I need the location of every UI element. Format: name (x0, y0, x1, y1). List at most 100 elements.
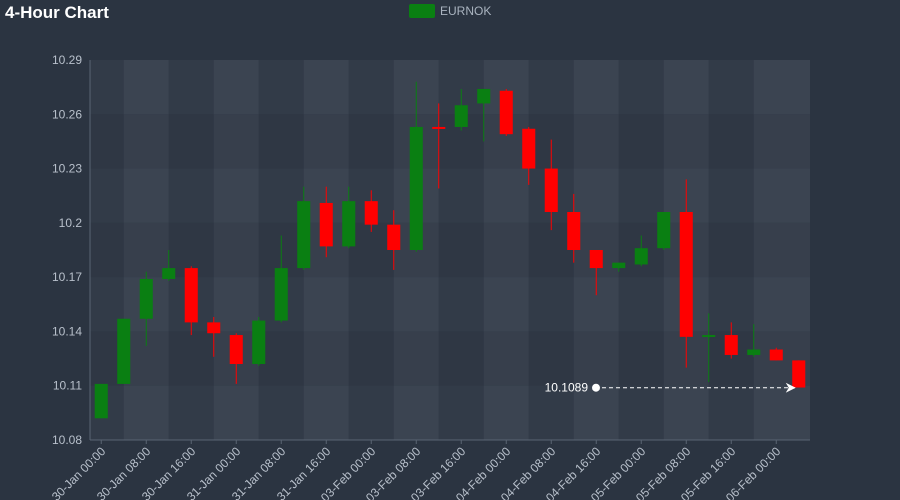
candle (162, 250, 176, 281)
grid-band (348, 60, 394, 115)
candles (94, 81, 806, 419)
grid-band (168, 60, 214, 115)
grid-band (528, 60, 574, 115)
grid-band (258, 331, 304, 386)
grid-band (303, 385, 349, 440)
candle-body (477, 88, 491, 104)
grid-band (753, 168, 810, 223)
grid-band (213, 222, 259, 278)
grid-band (348, 331, 394, 386)
candle (94, 383, 108, 419)
grid-band (213, 60, 259, 115)
grid-band (528, 277, 574, 332)
candle (319, 186, 333, 258)
grid-band (213, 277, 259, 332)
candle-body (724, 335, 738, 355)
legend[interactable]: EURNOK (409, 4, 491, 18)
y-tick-label: 10.08 (52, 433, 82, 447)
candle (454, 88, 468, 131)
candle (679, 179, 693, 368)
candle (342, 186, 356, 249)
grid-band (168, 114, 214, 169)
candle-body (117, 318, 131, 384)
candle (364, 190, 378, 232)
grid-band (753, 277, 810, 332)
grid-band (753, 385, 810, 440)
candle-body (634, 248, 648, 265)
grid-band (90, 168, 124, 223)
candle (432, 103, 446, 189)
candle-body (567, 212, 581, 250)
candle (117, 318, 131, 384)
plot-background (90, 60, 810, 440)
candle-body (499, 90, 513, 135)
grid-band (123, 168, 169, 223)
grid-band (258, 168, 304, 223)
candle (409, 81, 423, 252)
grid-band (528, 385, 574, 440)
grid-band (213, 168, 259, 223)
y-tick-label: 10.14 (52, 324, 82, 338)
grid-band (168, 331, 214, 386)
candle-body (94, 383, 108, 419)
grid-band (438, 331, 484, 386)
grid-band (168, 385, 214, 440)
grid-band (483, 222, 529, 278)
grid-band (438, 277, 484, 332)
grid-band (168, 168, 214, 223)
last-price-marker: 10.1089 (545, 381, 796, 395)
grid-band (258, 114, 304, 169)
grid-band (123, 60, 169, 115)
grid-band (348, 277, 394, 332)
grid-band (483, 385, 529, 440)
candle (747, 324, 761, 357)
grid-band (483, 277, 529, 332)
chart-title: 4-Hour Chart (5, 3, 109, 22)
candle (139, 271, 153, 346)
candle-body (184, 268, 198, 323)
grid-band (303, 114, 349, 169)
grid-band (393, 385, 439, 440)
y-tick-label: 10.26 (52, 107, 82, 121)
candle (634, 235, 648, 267)
grid-band (528, 222, 574, 278)
candle-body (387, 224, 401, 250)
grid-band (438, 222, 484, 278)
grid-band (438, 385, 484, 440)
grid-band (348, 114, 394, 169)
grid-band (213, 385, 259, 440)
grid-band (573, 331, 619, 386)
legend-label: EURNOK (440, 4, 492, 18)
candle (769, 347, 783, 361)
grid-band (90, 114, 124, 169)
grid-band (348, 385, 394, 440)
candle-body (679, 212, 693, 337)
grid-band (303, 60, 349, 115)
grid-band (303, 277, 349, 332)
candle-body (454, 105, 468, 127)
candle (252, 316, 266, 366)
candle (477, 88, 491, 142)
candle (387, 210, 401, 270)
grid-band (573, 385, 619, 440)
candle-body (792, 360, 806, 388)
grid-band (753, 222, 810, 278)
grid-band (123, 222, 169, 278)
grid-band (708, 385, 754, 440)
grid-band (618, 168, 664, 223)
candle (207, 316, 221, 357)
candle-body (207, 322, 221, 334)
grid-band (258, 385, 304, 440)
grid-band (348, 222, 394, 278)
candle-body (589, 250, 603, 269)
candle (567, 193, 581, 263)
candle (544, 139, 558, 231)
candle-body (432, 126, 446, 129)
candle-body (769, 349, 783, 361)
candle (522, 126, 536, 185)
grid-band (663, 385, 709, 440)
grid-band (393, 331, 439, 386)
candle (792, 360, 806, 388)
grid-band (663, 114, 709, 169)
